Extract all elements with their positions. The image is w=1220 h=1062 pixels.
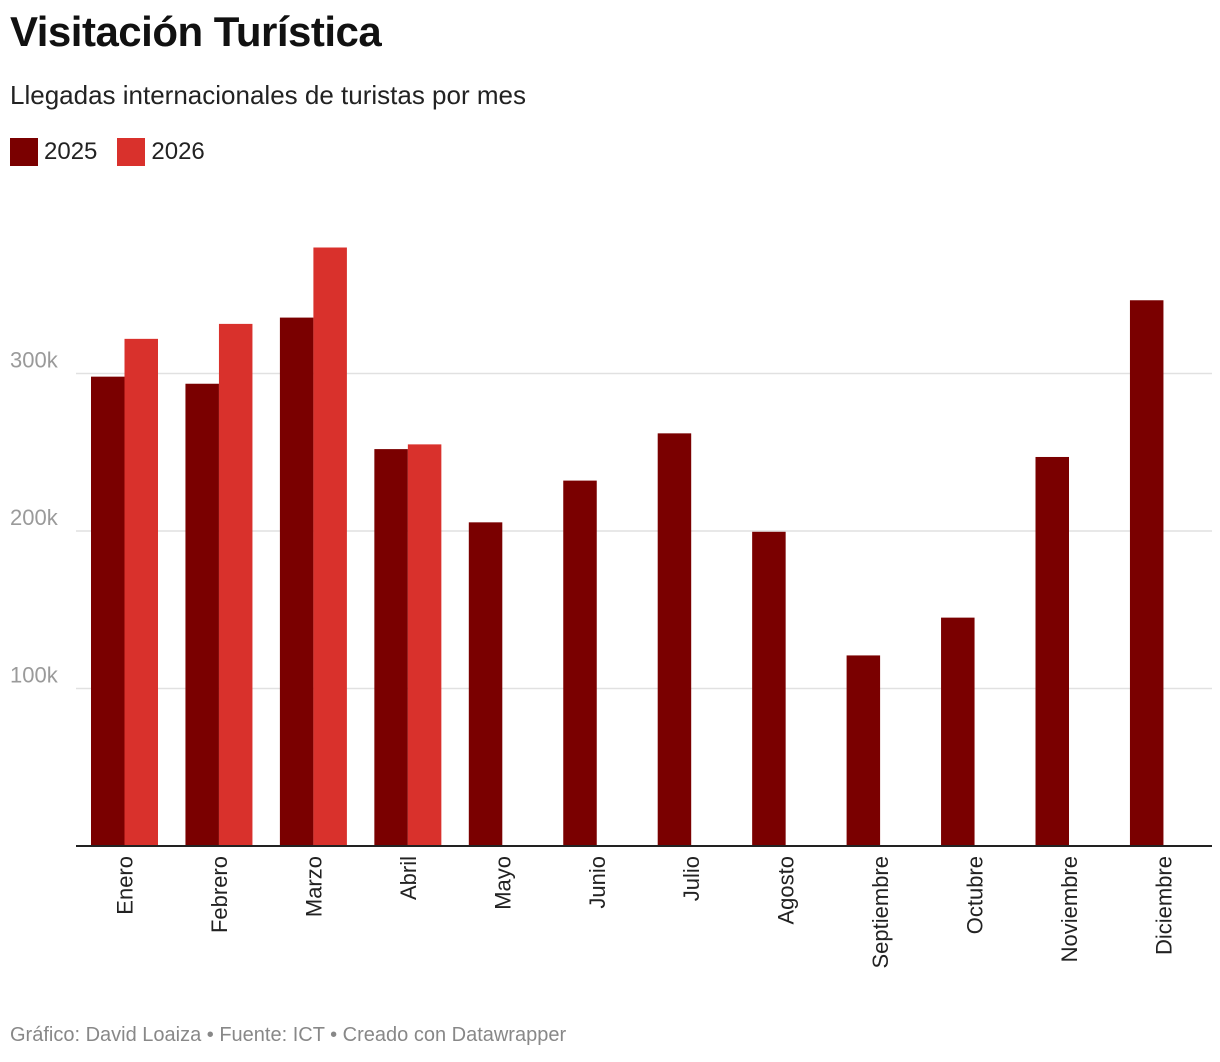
bar-2026-abril xyxy=(407,444,442,846)
bar-2025-febrero xyxy=(185,383,219,846)
bar-2026-febrero xyxy=(218,323,253,846)
x-tick-label-abril: Abril xyxy=(396,856,421,900)
legend-label-2026: 2026 xyxy=(151,138,205,165)
bar-2025-septiembre xyxy=(846,655,881,846)
bar-2025-julio xyxy=(657,433,692,846)
x-tick-label-septiembre: Septiembre xyxy=(868,856,893,969)
bar-2025-mayo xyxy=(468,522,503,846)
bar-2025-diciembre xyxy=(1129,300,1164,846)
bar-2025-enero xyxy=(91,376,125,846)
x-tick-label-diciembre: Diciembre xyxy=(1151,856,1176,955)
bar-chart: 100k 200k 300k Enero Febrero Marzo Abril Mayo Ju… xyxy=(10,247,1212,969)
y-tick-label-200k: 200k xyxy=(10,505,59,530)
bar-2025-agosto xyxy=(752,531,786,846)
legend: 2025 2026 xyxy=(10,136,225,168)
legend-item-2025: 2025 xyxy=(10,138,97,166)
x-tick-label-enero: Enero xyxy=(113,856,138,915)
bar-2026-marzo xyxy=(313,247,347,846)
x-tick-label-julio: Julio xyxy=(679,856,704,901)
bar-2025-noviembre xyxy=(1035,456,1069,846)
x-tick-label-febrero: Febrero xyxy=(207,856,232,933)
legend-label-2025: 2025 xyxy=(44,138,98,165)
y-tick-label-100k: 100k xyxy=(10,663,59,688)
bar-2026-enero xyxy=(124,338,158,846)
x-tick-label-noviembre: Noviembre xyxy=(1057,856,1082,962)
bar-2025-marzo xyxy=(279,317,314,846)
legend-item-2026: 2026 xyxy=(117,138,205,166)
y-tick-label-300k: 300k xyxy=(10,348,59,373)
legend-swatch-2025 xyxy=(10,138,38,166)
x-tick-label-junio: Junio xyxy=(585,856,610,909)
bar-2025-junio xyxy=(563,480,597,846)
x-tick-label-marzo: Marzo xyxy=(301,856,326,917)
bar-2025-octubre xyxy=(941,617,975,846)
x-tick-label-agosto: Agosto xyxy=(774,856,799,925)
chart-title: Visitación Turística xyxy=(10,8,382,55)
x-tick-label-octubre: Octubre xyxy=(963,856,988,934)
x-tick-label-mayo: Mayo xyxy=(490,856,515,910)
bar-2025-abril xyxy=(374,449,408,846)
legend-swatch-2026 xyxy=(117,138,146,166)
chart-subtitle: Llegadas internacionales de turistas por… xyxy=(10,80,526,110)
chart-footer: Gráfico: David Loaiza • Fuente: ICT • Cr… xyxy=(10,1024,567,1046)
